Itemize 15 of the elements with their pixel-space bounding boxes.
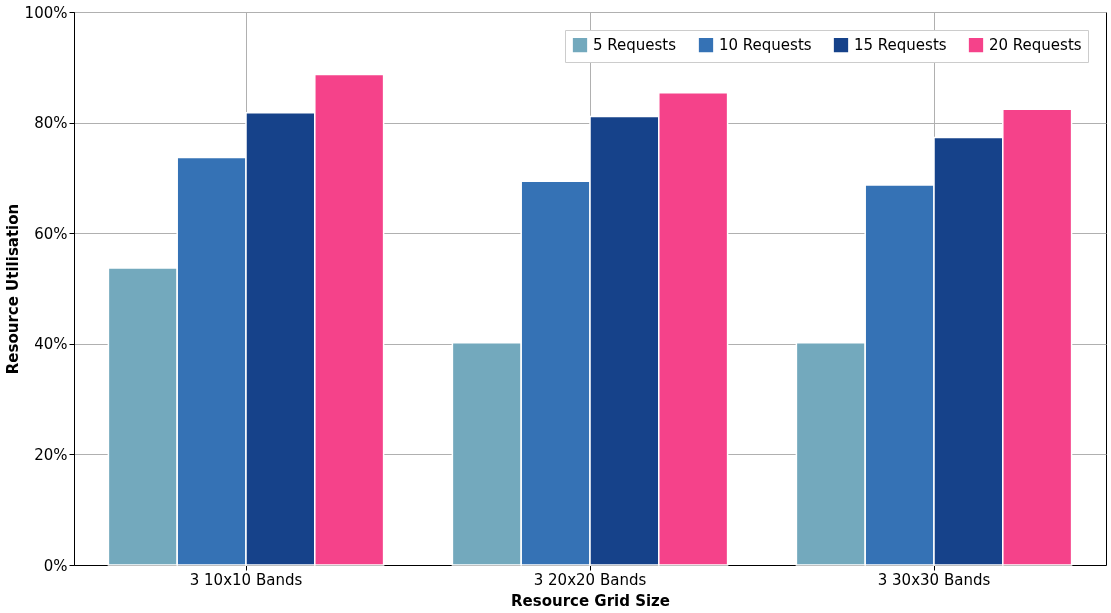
- y-tick-label: 100%: [24, 3, 68, 22]
- y-tick-label: 20%: [34, 445, 68, 464]
- y-tick-label: 40%: [34, 335, 68, 354]
- x-axis-title: Resource Grid Size: [511, 591, 670, 610]
- legend-label: 10 Requests: [719, 36, 812, 55]
- x-tick-label: 3 30x30 Bands: [877, 570, 991, 589]
- y-tick-label: 0%: [43, 556, 68, 575]
- y-tick-label: 80%: [34, 114, 68, 133]
- legend-label: 20 Requests: [989, 36, 1082, 55]
- x-tick-label: 3 10x10 Bands: [189, 570, 303, 589]
- y-tick-label: 60%: [34, 224, 68, 243]
- y-axis-title: Resource Utilisation: [3, 203, 22, 375]
- x-tick-label: 3 20x20 Bands: [533, 570, 647, 589]
- legend-label: 5 Requests: [593, 36, 677, 55]
- legend-label: 15 Requests: [854, 36, 947, 55]
